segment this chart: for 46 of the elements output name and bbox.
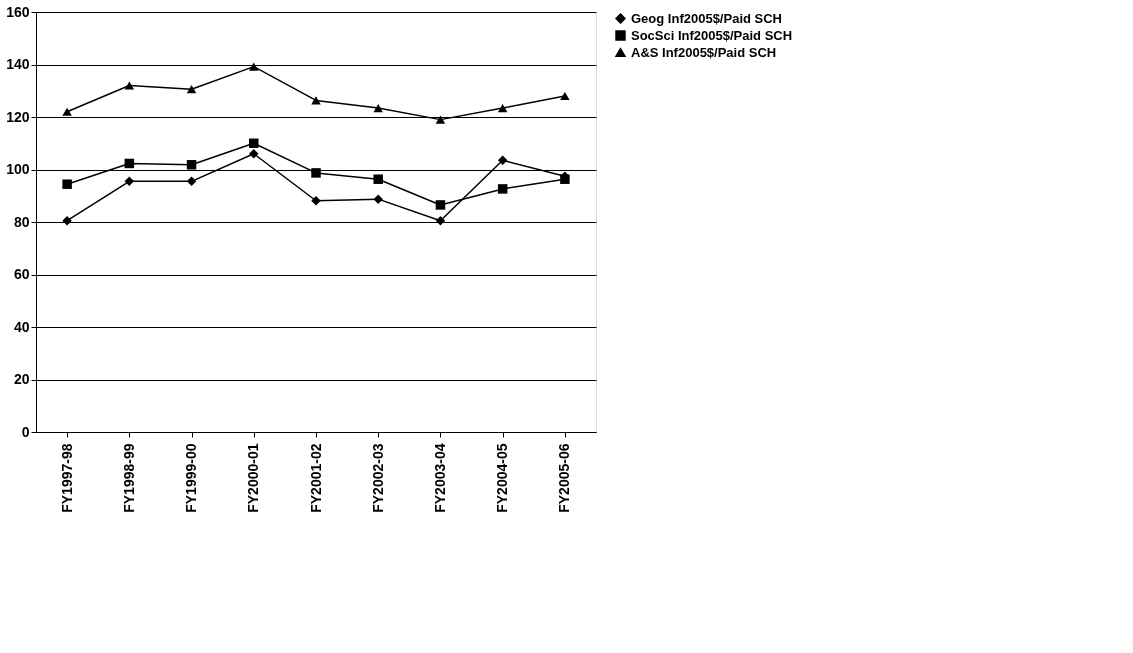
point	[497, 103, 508, 113]
point	[373, 174, 383, 184]
x-tick-label: FY2000-01	[245, 443, 262, 513]
y-tick-label: 120	[6, 108, 30, 125]
y-tick-label: 100	[6, 161, 30, 177]
point	[124, 176, 135, 187]
point	[311, 96, 321, 105]
point	[373, 194, 383, 204]
x-tick-label: FY2002-03	[369, 443, 386, 513]
point	[497, 155, 508, 166]
point	[62, 179, 72, 189]
point	[560, 91, 570, 101]
x-tick-label: FY1999-00	[183, 443, 200, 513]
legend-label: Geog Inf2005$/Paid SCH	[631, 10, 782, 26]
point	[435, 215, 446, 226]
legend-label: A&S Inf2005$/Paid SCH	[631, 44, 777, 60]
y-tick-label: 0	[21, 423, 30, 440]
point	[435, 115, 446, 124]
point	[373, 103, 383, 113]
y-tick-label: 160	[6, 3, 30, 20]
point	[62, 107, 72, 116]
x-tick-label: FY2005-06	[556, 443, 573, 513]
x-tick-label: FY2004-05	[494, 443, 511, 513]
point	[186, 160, 197, 170]
x-tick-label: FY1998-99	[120, 443, 137, 513]
point	[186, 85, 197, 94]
legend-label: SocSci Inf2005$/Paid SCH	[631, 27, 793, 43]
point	[124, 158, 135, 169]
y-tick-label: 60	[13, 266, 30, 282]
point	[311, 195, 321, 206]
point	[124, 81, 135, 90]
y-tick-label: 40	[13, 318, 30, 335]
point	[435, 200, 446, 210]
point	[249, 62, 259, 71]
point	[497, 184, 508, 194]
y-tick-label: 140	[6, 56, 30, 72]
x-tick-label: FY2003-04	[431, 443, 448, 513]
point	[186, 176, 197, 187]
point	[311, 168, 321, 178]
x-tick-label: FY2001-02	[307, 443, 324, 513]
x-tick-label: FY1997-98	[58, 443, 75, 513]
point	[249, 138, 259, 148]
point	[249, 149, 259, 159]
y-tick-label: 20	[13, 371, 30, 387]
point	[62, 215, 72, 226]
y-tick-label: 80	[13, 213, 30, 230]
